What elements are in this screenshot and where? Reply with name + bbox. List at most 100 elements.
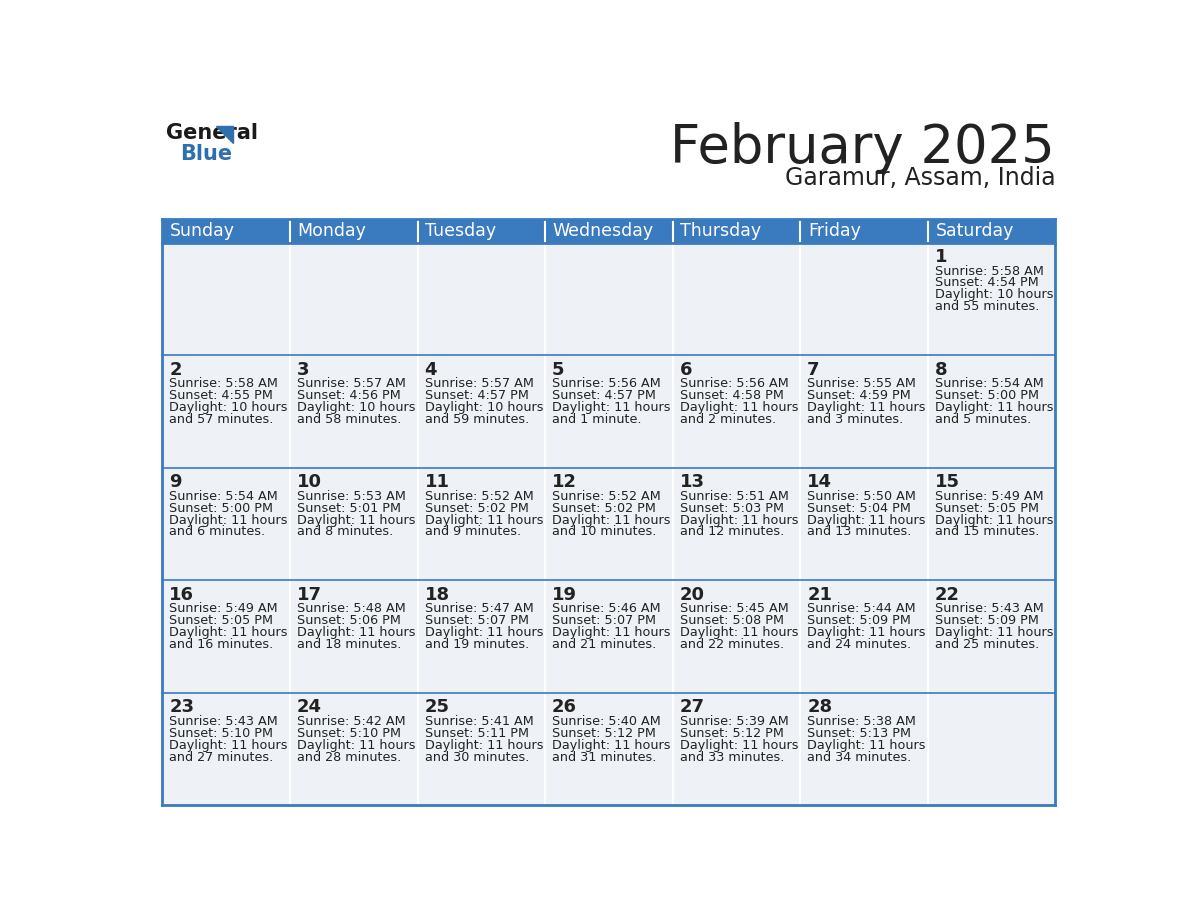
Bar bbox=[290, 693, 417, 805]
Text: Sunrise: 5:52 AM: Sunrise: 5:52 AM bbox=[424, 489, 533, 503]
Bar bbox=[163, 693, 290, 805]
Text: Sunset: 4:56 PM: Sunset: 4:56 PM bbox=[297, 389, 400, 402]
Bar bbox=[801, 693, 928, 805]
Text: Daylight: 11 hours: Daylight: 11 hours bbox=[552, 626, 670, 639]
Text: and 24 minutes.: and 24 minutes. bbox=[807, 638, 911, 651]
Text: Daylight: 11 hours: Daylight: 11 hours bbox=[680, 401, 798, 414]
Text: Daylight: 11 hours: Daylight: 11 hours bbox=[935, 626, 1054, 639]
Text: and 19 minutes.: and 19 minutes. bbox=[424, 638, 529, 651]
Text: Saturday: Saturday bbox=[935, 222, 1013, 240]
Text: Thursday: Thursday bbox=[681, 222, 762, 240]
Text: and 57 minutes.: and 57 minutes. bbox=[170, 413, 273, 426]
Text: 3: 3 bbox=[297, 361, 309, 378]
Text: 20: 20 bbox=[680, 586, 704, 604]
Bar bbox=[672, 580, 801, 693]
Text: Sunrise: 5:58 AM: Sunrise: 5:58 AM bbox=[170, 377, 278, 390]
Text: Sunrise: 5:54 AM: Sunrise: 5:54 AM bbox=[935, 377, 1043, 390]
Text: Daylight: 11 hours: Daylight: 11 hours bbox=[170, 513, 287, 527]
Bar bbox=[928, 468, 1055, 580]
Text: and 15 minutes.: and 15 minutes. bbox=[935, 525, 1040, 539]
Text: Sunset: 5:02 PM: Sunset: 5:02 PM bbox=[424, 501, 529, 515]
Text: Sunrise: 5:38 AM: Sunrise: 5:38 AM bbox=[807, 715, 916, 728]
Text: Sunset: 5:00 PM: Sunset: 5:00 PM bbox=[170, 501, 273, 515]
Bar bbox=[928, 242, 1055, 355]
Text: 14: 14 bbox=[807, 473, 832, 491]
Text: Sunrise: 5:43 AM: Sunrise: 5:43 AM bbox=[170, 715, 278, 728]
Text: Sunday: Sunday bbox=[170, 222, 235, 240]
Bar bbox=[290, 219, 417, 242]
Text: Daylight: 10 hours: Daylight: 10 hours bbox=[935, 288, 1054, 301]
Text: Garamur, Assam, India: Garamur, Assam, India bbox=[784, 165, 1055, 190]
Text: Daylight: 11 hours: Daylight: 11 hours bbox=[297, 739, 416, 752]
Text: Daylight: 11 hours: Daylight: 11 hours bbox=[170, 626, 287, 639]
Text: Sunrise: 5:47 AM: Sunrise: 5:47 AM bbox=[424, 602, 533, 615]
Bar bbox=[801, 355, 928, 468]
Bar bbox=[417, 355, 545, 468]
Text: and 1 minute.: and 1 minute. bbox=[552, 413, 642, 426]
Bar bbox=[163, 468, 290, 580]
Text: Monday: Monday bbox=[298, 222, 367, 240]
Text: Sunrise: 5:54 AM: Sunrise: 5:54 AM bbox=[170, 489, 278, 503]
Text: Sunset: 4:57 PM: Sunset: 4:57 PM bbox=[552, 389, 656, 402]
Text: Sunset: 5:04 PM: Sunset: 5:04 PM bbox=[807, 501, 911, 515]
Bar bbox=[163, 580, 290, 693]
Text: Sunset: 5:13 PM: Sunset: 5:13 PM bbox=[807, 727, 911, 740]
Text: 12: 12 bbox=[552, 473, 577, 491]
Text: Daylight: 10 hours: Daylight: 10 hours bbox=[297, 401, 416, 414]
Text: Sunrise: 5:44 AM: Sunrise: 5:44 AM bbox=[807, 602, 916, 615]
Bar bbox=[417, 580, 545, 693]
Text: and 13 minutes.: and 13 minutes. bbox=[807, 525, 911, 539]
Text: and 27 minutes.: and 27 minutes. bbox=[170, 751, 273, 764]
Text: Sunset: 4:54 PM: Sunset: 4:54 PM bbox=[935, 276, 1038, 289]
Text: and 21 minutes.: and 21 minutes. bbox=[552, 638, 656, 651]
Text: and 10 minutes.: and 10 minutes. bbox=[552, 525, 657, 539]
Text: and 3 minutes.: and 3 minutes. bbox=[807, 413, 903, 426]
Text: Daylight: 11 hours: Daylight: 11 hours bbox=[170, 739, 287, 752]
Text: Daylight: 10 hours: Daylight: 10 hours bbox=[424, 401, 543, 414]
Text: Sunrise: 5:49 AM: Sunrise: 5:49 AM bbox=[935, 489, 1043, 503]
Text: 1: 1 bbox=[935, 248, 947, 266]
Text: Sunset: 5:12 PM: Sunset: 5:12 PM bbox=[552, 727, 656, 740]
Text: Sunrise: 5:46 AM: Sunrise: 5:46 AM bbox=[552, 602, 661, 615]
Text: Sunrise: 5:57 AM: Sunrise: 5:57 AM bbox=[297, 377, 406, 390]
Text: 21: 21 bbox=[807, 586, 832, 604]
Text: and 30 minutes.: and 30 minutes. bbox=[424, 751, 529, 764]
Text: Sunset: 5:09 PM: Sunset: 5:09 PM bbox=[935, 614, 1038, 627]
Text: and 59 minutes.: and 59 minutes. bbox=[424, 413, 529, 426]
Bar bbox=[672, 355, 801, 468]
Text: 17: 17 bbox=[297, 586, 322, 604]
Bar bbox=[801, 242, 928, 355]
Bar bbox=[672, 219, 801, 242]
Text: Sunrise: 5:45 AM: Sunrise: 5:45 AM bbox=[680, 602, 789, 615]
Text: Sunset: 5:12 PM: Sunset: 5:12 PM bbox=[680, 727, 783, 740]
Text: 16: 16 bbox=[170, 586, 195, 604]
Text: Sunset: 5:03 PM: Sunset: 5:03 PM bbox=[680, 501, 784, 515]
Text: 15: 15 bbox=[935, 473, 960, 491]
Text: 4: 4 bbox=[424, 361, 437, 378]
Text: 23: 23 bbox=[170, 699, 195, 716]
Text: and 18 minutes.: and 18 minutes. bbox=[297, 638, 402, 651]
Bar bbox=[672, 693, 801, 805]
Text: 7: 7 bbox=[807, 361, 820, 378]
Text: Daylight: 11 hours: Daylight: 11 hours bbox=[680, 739, 798, 752]
Text: 2: 2 bbox=[170, 361, 182, 378]
Text: Sunset: 5:05 PM: Sunset: 5:05 PM bbox=[935, 501, 1038, 515]
Text: Blue: Blue bbox=[181, 144, 233, 164]
Text: Daylight: 11 hours: Daylight: 11 hours bbox=[297, 513, 416, 527]
Bar bbox=[672, 468, 801, 580]
Text: and 2 minutes.: and 2 minutes. bbox=[680, 413, 776, 426]
Bar bbox=[290, 468, 417, 580]
Bar bbox=[545, 355, 672, 468]
Bar bbox=[801, 219, 928, 242]
Bar bbox=[928, 219, 1055, 242]
Bar bbox=[163, 219, 290, 242]
Bar bbox=[417, 242, 545, 355]
Text: Sunset: 5:10 PM: Sunset: 5:10 PM bbox=[297, 727, 402, 740]
Bar bbox=[290, 355, 417, 468]
Bar bbox=[928, 693, 1055, 805]
Bar bbox=[290, 242, 417, 355]
Text: Sunset: 5:02 PM: Sunset: 5:02 PM bbox=[552, 501, 656, 515]
Text: 8: 8 bbox=[935, 361, 947, 378]
Text: 11: 11 bbox=[424, 473, 449, 491]
Text: General: General bbox=[166, 123, 258, 143]
